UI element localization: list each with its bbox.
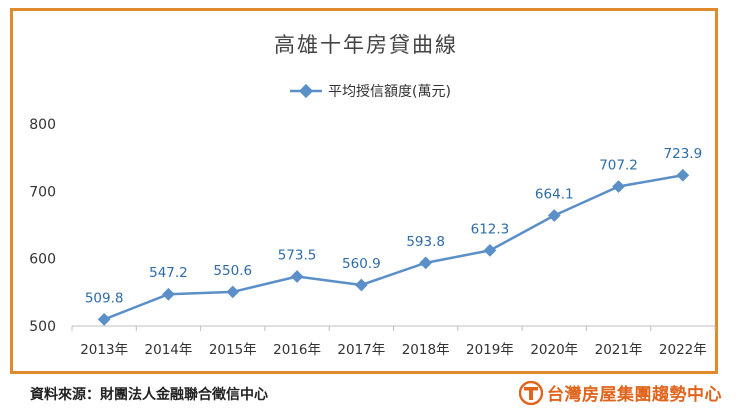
y-tick-label: 800 [29,117,56,133]
data-point [419,256,433,270]
legend: 平均授信額度(萬元) [290,83,451,100]
data-point [483,244,497,257]
data-point [612,180,625,193]
data-point [547,209,561,222]
x-tick-label: 2020年 [530,342,578,358]
data-point [226,285,240,299]
data-label: 593.8 [406,234,445,250]
x-tick-label: 2017年 [337,342,385,358]
x-tick-label: 2022年 [659,342,707,358]
legend-label: 平均授信額度(萬元) [328,84,451,100]
source-note: 資料來源：財團法人金融聯合徵信中心 [30,387,268,403]
chart-frame [10,8,718,374]
data-point [162,287,175,301]
series-line [103,174,684,321]
data-point [290,270,304,283]
data-label: 723.9 [664,146,703,162]
series-line-group: 509.8 547.2 550.6 573.5 560.9 593.8 612.3 664.1… [85,146,702,326]
brand: 台灣房屋集團趨勢中心 [519,380,722,405]
data-label: 560.9 [342,256,381,272]
data-point [354,278,368,292]
y-tick-label: 600 [29,252,56,268]
x-tick-label: 2016年 [273,342,321,358]
legend-marker [298,83,314,99]
x-tick-label: 2018年 [402,342,450,358]
x-tick-label: 2013年 [80,342,128,358]
x-tick-label: 2014年 [145,342,193,358]
chart-title: 高雄十年房貸曲線 [274,33,458,57]
x-axis: 2013年 2014年 2015年 2016年 2017年 2018年 2019年 2020年… [71,325,716,358]
data-label: 612.3 [471,221,510,237]
x-tick-label: 2021年 [595,342,643,358]
data-label: 664.1 [535,187,574,203]
data-label: 547.2 [149,265,188,281]
brand-name: 台灣房屋集團趨勢中心 [547,385,722,405]
data-label: 707.2 [599,157,638,173]
data-label: 550.6 [213,263,252,279]
data-point [676,168,690,182]
data-label: 509.8 [85,290,124,306]
x-tick-label: 2015年 [209,342,257,358]
data-point [97,313,111,326]
y-tick-label: 700 [29,184,56,200]
x-tick-label: 2019年 [466,342,514,358]
brand-logo-icon [519,380,543,405]
data-label: 573.5 [278,248,317,264]
y-axis: 500 600 700 800 [29,117,56,335]
y-tick-label: 500 [29,319,56,335]
